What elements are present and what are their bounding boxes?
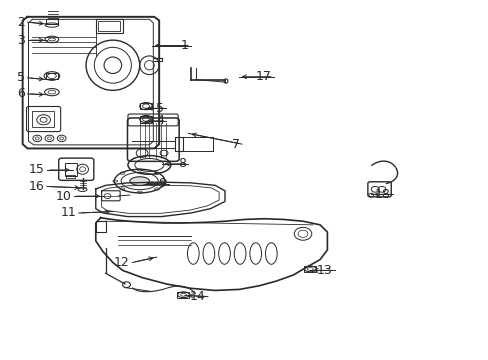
Text: 8: 8 [178, 157, 185, 170]
Text: 5: 5 [156, 102, 163, 115]
Text: 11: 11 [61, 207, 76, 220]
Text: 17: 17 [255, 70, 271, 83]
Text: 7: 7 [231, 138, 239, 150]
Text: 9: 9 [158, 177, 166, 190]
Text: 18: 18 [374, 188, 390, 201]
Text: 13: 13 [316, 264, 331, 277]
Text: 15: 15 [29, 163, 44, 176]
Bar [32, 111, 54, 127]
Text: 6: 6 [17, 87, 25, 100]
Bar [140, 116, 152, 123]
Text: 12: 12 [114, 256, 130, 269]
Bar [45, 19, 58, 24]
Bar [98, 21, 120, 31]
Text: 1: 1 [180, 39, 188, 52]
Text: 14: 14 [189, 290, 205, 303]
Bar [96, 19, 122, 33]
Ellipse shape [130, 177, 149, 185]
Bar [64, 163, 77, 176]
Text: 10: 10 [56, 190, 71, 203]
Text: 3: 3 [17, 33, 25, 47]
Text: 2: 2 [17, 16, 25, 29]
Text: 16: 16 [29, 180, 44, 193]
Text: 5: 5 [17, 71, 25, 84]
Bar [65, 175, 75, 178]
Text: 4: 4 [156, 114, 163, 127]
Bar [177, 292, 189, 298]
Bar [175, 137, 182, 151]
Bar [46, 73, 58, 79]
Bar [304, 266, 316, 272]
Bar [140, 103, 152, 109]
Bar [96, 221, 105, 232]
